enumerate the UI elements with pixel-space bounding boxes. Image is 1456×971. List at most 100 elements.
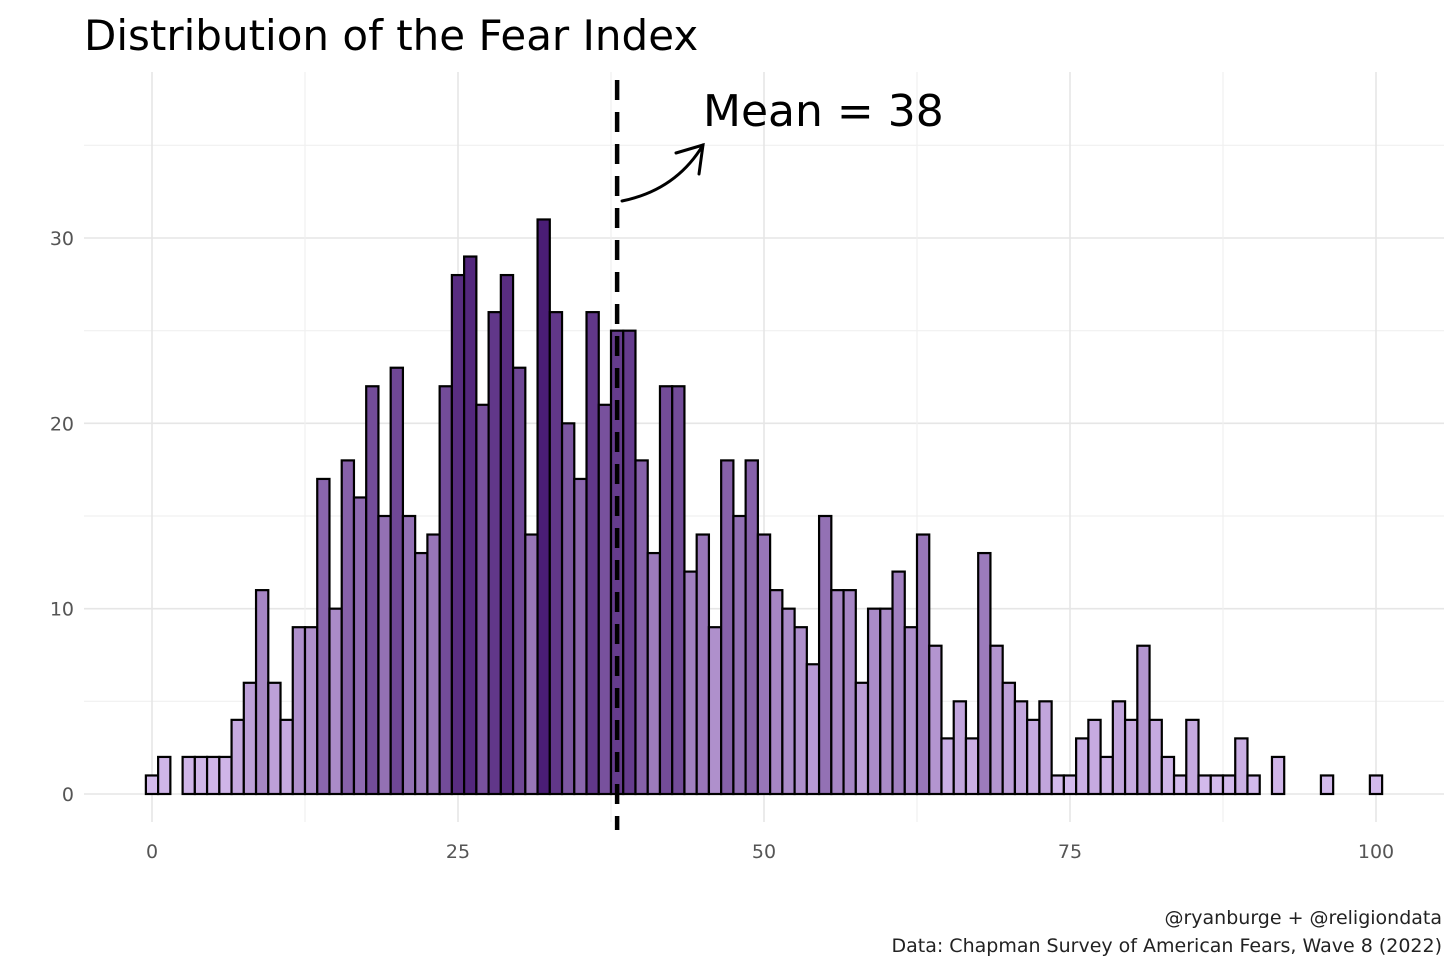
bar-x-44: [683, 570, 698, 796]
bar-x-76: [1075, 737, 1090, 796]
bar-x-66: [952, 700, 968, 796]
bar-x-13: [303, 626, 319, 796]
bar-x-78: [1099, 755, 1114, 796]
bar-x-34: [560, 422, 576, 796]
bar-x-60: [879, 607, 894, 796]
bar-x-72: [1026, 718, 1041, 796]
annotation-arrow: [620, 142, 705, 203]
bar-x-51: [769, 589, 784, 796]
bar-x-68: [977, 551, 992, 796]
bar-x-55: [817, 514, 833, 796]
bars: [144, 218, 1384, 796]
bar-x-16: [340, 459, 356, 796]
bar-x-20: [389, 366, 405, 796]
bar-x-24: [438, 385, 453, 796]
chart-title: Distribution of the Fear Index: [84, 11, 698, 60]
y-tick-label: 30: [50, 228, 74, 250]
bar-x-62: [903, 626, 919, 796]
bar-x-54: [805, 663, 821, 796]
bar-x-43: [671, 385, 686, 796]
bar-x-26: [463, 255, 478, 796]
bar-x-15: [328, 607, 343, 796]
x-tick-label: 25: [446, 841, 470, 863]
bar-x-31: [524, 533, 539, 796]
bar-x-17: [352, 496, 368, 796]
bar-x-56: [830, 589, 845, 796]
bar-x-9: [254, 589, 270, 796]
bar-x-84: [1172, 774, 1188, 796]
bar-x-8: [242, 681, 258, 796]
bar-x-49: [744, 459, 759, 796]
bar-x-37: [597, 403, 613, 796]
bar-x-50: [756, 533, 772, 796]
bar-x-81: [1136, 644, 1151, 796]
bar-x-35: [573, 477, 588, 796]
bar-x-6: [218, 755, 233, 796]
bar-x-46: [707, 626, 723, 796]
annotation-arrow-head: [674, 142, 705, 176]
bar-x-89: [1234, 737, 1249, 796]
bar-x-96: [1319, 774, 1335, 796]
bar-x-70: [1001, 681, 1017, 796]
mean-annotation: Mean = 38: [703, 86, 944, 137]
bar-x-85: [1185, 718, 1200, 796]
bar-x-30: [511, 366, 527, 796]
x-tick-label: 50: [752, 841, 776, 863]
credit-caption: @ryanburge + @religiondata: [1164, 907, 1442, 929]
bar-x-92: [1270, 755, 1286, 796]
bar-x-19: [377, 514, 392, 796]
bar-x-65: [940, 737, 955, 796]
bar-x-42: [658, 385, 674, 796]
bar-x-48: [732, 514, 747, 796]
bar-x-47: [720, 459, 735, 796]
bar-x-77: [1087, 718, 1102, 796]
bar-x-80: [1123, 718, 1139, 796]
bar-x-64: [928, 644, 943, 796]
bar-x-41: [646, 551, 662, 796]
bar-x-61: [891, 570, 906, 796]
bar-x-88: [1221, 774, 1237, 796]
bar-x-7: [230, 718, 245, 796]
bar-x-3: [181, 755, 196, 796]
annotation-arrow-shaft: [620, 143, 705, 203]
bar-x-21: [401, 514, 417, 796]
bar-x-74: [1050, 774, 1065, 796]
bar-x-29: [499, 273, 515, 796]
y-tick-label: 10: [50, 599, 74, 621]
y-axis-ticks: 0 10 20 30: [50, 228, 74, 806]
bar-x-82: [1148, 718, 1163, 796]
bar-x-36: [585, 311, 600, 796]
y-tick-label: 20: [50, 413, 74, 435]
bar-x-22: [414, 551, 429, 796]
bar-x-57: [842, 589, 857, 796]
bar-x-83: [1160, 755, 1176, 796]
bar-x-39: [622, 329, 637, 796]
bar-x-53: [793, 626, 808, 796]
source-caption: Data: Chapman Survey of American Fears, …: [892, 935, 1443, 957]
x-axis-ticks: 0 25 50 75 100: [146, 841, 1394, 863]
bar-x-71: [1013, 700, 1029, 796]
bar-x-52: [781, 607, 796, 796]
bar-x-45: [695, 533, 711, 796]
bar-x-10: [267, 681, 282, 796]
bar-x-23: [426, 533, 441, 796]
bar-x-27: [475, 403, 490, 796]
bar-x-90: [1246, 774, 1261, 796]
bar-x-25: [450, 273, 466, 796]
bar-x-75: [1062, 774, 1078, 796]
bar-x-18: [365, 385, 380, 796]
bar-x-5: [205, 755, 221, 796]
bar-x-59: [866, 607, 882, 796]
bar-x-28: [487, 311, 502, 796]
x-tick-label: 100: [1358, 841, 1394, 863]
bar-x-86: [1197, 774, 1212, 796]
bar-x-69: [989, 644, 1004, 796]
bar-x-14: [316, 477, 331, 796]
bar-x-63: [915, 533, 931, 796]
x-tick-label: 0: [146, 841, 158, 863]
bar-x-67: [964, 737, 980, 796]
bar-x-73: [1038, 700, 1053, 796]
bar-x-79: [1111, 700, 1127, 796]
bar-x-0: [144, 774, 160, 796]
